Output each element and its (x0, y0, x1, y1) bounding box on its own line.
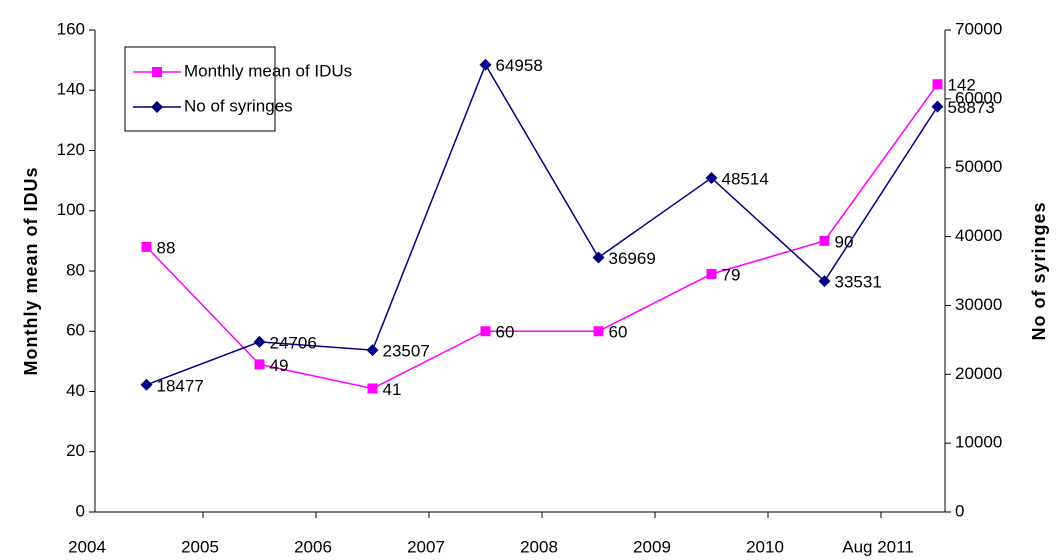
y2-tick-label: 70000 (955, 19, 1002, 38)
series-line (145, 83, 939, 390)
y2-tick-label: 50000 (955, 157, 1002, 176)
data-label: 48514 (722, 169, 769, 188)
legend-marker (151, 101, 163, 113)
y2-tick-label: 10000 (955, 433, 1002, 452)
x-tick-label: 2007 (407, 537, 445, 556)
data-label: 23507 (383, 342, 430, 361)
y-tick-label: 40 (66, 381, 85, 400)
data-point (366, 344, 379, 357)
data-point (819, 235, 830, 246)
data-label: 36969 (609, 249, 656, 268)
x-tick-label: 2008 (520, 537, 558, 556)
data-point (818, 275, 831, 288)
legend-box (124, 46, 276, 132)
y-tick-label: 100 (57, 200, 85, 219)
x-tick-label: Aug 2011 (842, 537, 914, 556)
y-axis-title: Monthly mean of IDUs (21, 166, 41, 375)
data-point (705, 171, 718, 184)
data-point (932, 79, 943, 90)
data-label: 60 (496, 323, 515, 342)
y-tick-label: 0 (76, 501, 85, 520)
data-point (931, 100, 944, 113)
legend-label: No of syringes (184, 96, 293, 115)
data-point (480, 326, 491, 337)
y2-tick-label: 60000 (955, 88, 1002, 107)
x-tick-label: 2009 (633, 537, 671, 556)
y-tick-label: 160 (57, 19, 85, 38)
x-tick-label: 2004 (68, 537, 106, 556)
data-label: 18477 (157, 376, 204, 395)
data-point (140, 378, 153, 391)
series-line (146, 63, 939, 386)
data-label: 33531 (835, 273, 882, 292)
data-point (706, 269, 717, 280)
data-point (592, 251, 605, 264)
data-point (141, 241, 152, 252)
data-label: 49 (270, 356, 289, 375)
data-point (367, 383, 378, 394)
y-tick-label: 120 (57, 140, 85, 159)
data-point (253, 335, 266, 348)
legend-label: Monthly mean of IDUs (184, 61, 352, 80)
y-tick-label: 20 (66, 441, 85, 460)
data-label: 60 (609, 323, 628, 342)
data-point (479, 58, 492, 71)
data-point (593, 326, 604, 337)
x-tick-label: 2006 (294, 537, 332, 556)
data-label: 58873 (948, 98, 995, 117)
legend-marker (152, 67, 162, 77)
y2-tick-label: 40000 (955, 226, 1002, 245)
data-label: 88 (157, 238, 176, 257)
data-label: 90 (835, 232, 854, 251)
data-label: 142 (948, 76, 976, 95)
data-point (254, 359, 265, 370)
y2-tick-label: 0 (955, 501, 964, 520)
data-label: 64958 (496, 56, 543, 75)
data-label: 79 (722, 265, 741, 284)
x-tick-label: 2010 (746, 537, 784, 556)
y-tick-label: 60 (66, 321, 85, 340)
data-label: 41 (383, 380, 402, 399)
x-tick-label: 2005 (181, 537, 219, 556)
y2-tick-label: 30000 (955, 295, 1002, 314)
y-tick-label: 140 (57, 80, 85, 99)
y-tick-label: 80 (66, 260, 85, 279)
y2-tick-label: 20000 (955, 364, 1002, 383)
data-label: 24706 (270, 333, 317, 352)
y2-axis-title: No of syringes (1029, 201, 1049, 340)
